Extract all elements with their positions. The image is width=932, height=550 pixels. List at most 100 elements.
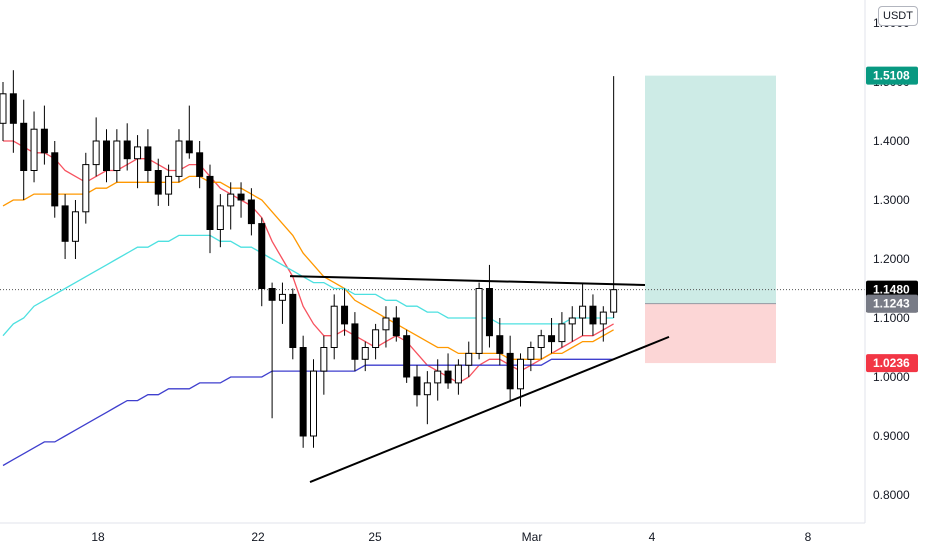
price-tag: 1.5108 bbox=[866, 66, 918, 85]
price-tag-label: 1.0236 bbox=[873, 356, 910, 370]
candle bbox=[61, 194, 69, 259]
candle bbox=[237, 182, 245, 218]
x-tick-label: 18 bbox=[91, 530, 105, 544]
candle-body bbox=[196, 152, 204, 177]
candle-body bbox=[599, 311, 607, 325]
candle bbox=[196, 141, 204, 189]
candle-body bbox=[185, 140, 193, 154]
candle bbox=[216, 194, 224, 248]
candle-body bbox=[475, 288, 483, 354]
x-axis-ticks: 18 22 25 Mar 4 8 bbox=[91, 530, 811, 544]
y-tick-label: 1.1000 bbox=[873, 311, 910, 325]
candle-body bbox=[123, 140, 131, 160]
candle-body bbox=[30, 128, 38, 171]
candle-body bbox=[537, 335, 545, 349]
y-tick-label: 0.9000 bbox=[873, 429, 910, 443]
candle-body bbox=[237, 193, 245, 201]
candle bbox=[568, 306, 576, 342]
candle-body bbox=[103, 140, 110, 171]
candle bbox=[206, 164, 214, 254]
candle bbox=[434, 359, 442, 401]
candle-body bbox=[20, 122, 28, 172]
candle-body bbox=[216, 205, 224, 230]
y-tick-label: 1.0000 bbox=[873, 370, 910, 384]
x-tick-label: 22 bbox=[251, 530, 265, 544]
candle-body bbox=[351, 323, 359, 360]
candle-body bbox=[144, 146, 152, 171]
candle-body bbox=[403, 335, 411, 378]
candle-body bbox=[330, 305, 338, 349]
candle bbox=[506, 335, 514, 401]
candle-body bbox=[527, 347, 535, 360]
candle bbox=[351, 312, 359, 372]
candle-body bbox=[92, 140, 100, 166]
candle bbox=[330, 294, 338, 360]
long-position-tool[interactable] bbox=[0, 75, 865, 364]
y-tick-label: 0.8000 bbox=[873, 488, 910, 502]
price-tag-label: 1.5108 bbox=[873, 69, 910, 83]
y-axis-ticks: 0.8000 0.9000 1.0000 1.1000 1.2000 1.3000 1.40… bbox=[873, 16, 910, 502]
candle-body bbox=[289, 293, 297, 348]
candle-body bbox=[71, 211, 79, 242]
candle bbox=[175, 129, 183, 183]
price-tag-bg bbox=[866, 294, 918, 313]
trendline-drawings[interactable] bbox=[289, 275, 670, 483]
candle bbox=[341, 288, 349, 336]
candle-body bbox=[413, 376, 421, 396]
candle bbox=[103, 129, 110, 183]
x-tick-label: Mar bbox=[522, 530, 543, 544]
candle bbox=[20, 99, 28, 200]
candle-body bbox=[175, 140, 183, 177]
candle bbox=[40, 105, 48, 165]
candle bbox=[30, 111, 38, 183]
candle-body bbox=[154, 170, 162, 195]
candle-body bbox=[40, 128, 48, 154]
candle-body bbox=[258, 223, 266, 290]
candle bbox=[475, 282, 483, 360]
candle bbox=[589, 294, 597, 336]
candle bbox=[454, 359, 462, 395]
candle bbox=[599, 306, 607, 342]
x-tick-label: 4 bbox=[649, 530, 656, 544]
price-tag: 1.1243 bbox=[866, 294, 918, 313]
candle-body bbox=[310, 370, 317, 437]
candle-body bbox=[579, 305, 587, 319]
candle bbox=[71, 200, 79, 259]
candle-body bbox=[372, 329, 380, 348]
candle-body bbox=[434, 370, 442, 384]
candle bbox=[527, 341, 535, 372]
candle bbox=[579, 282, 587, 336]
candle bbox=[268, 282, 276, 419]
candlesticks bbox=[0, 70, 618, 448]
candle bbox=[423, 371, 431, 425]
axes bbox=[0, 0, 866, 524]
candle-body bbox=[61, 205, 69, 242]
candle bbox=[372, 323, 380, 360]
candle-body bbox=[113, 140, 121, 171]
candle bbox=[0, 82, 7, 141]
candle-body bbox=[485, 288, 493, 337]
candle-body bbox=[278, 293, 286, 301]
candle bbox=[82, 152, 90, 224]
candle bbox=[51, 141, 59, 218]
candle bbox=[185, 105, 193, 159]
candle-body bbox=[341, 305, 349, 325]
candle-body bbox=[506, 352, 514, 390]
candle bbox=[278, 282, 286, 324]
candle bbox=[413, 365, 421, 407]
currency-badge[interactable]: USDT bbox=[878, 6, 918, 26]
resistance-trendline bbox=[289, 275, 646, 286]
candle bbox=[485, 264, 493, 348]
candle bbox=[113, 129, 121, 183]
price-tag-bg bbox=[866, 66, 918, 85]
target-zone bbox=[645, 75, 776, 304]
x-tick-label: 8 bbox=[805, 530, 812, 544]
candle-body bbox=[548, 335, 556, 343]
y-tick-label: 1.3000 bbox=[873, 193, 910, 207]
moving-average-line bbox=[2, 234, 614, 337]
candle bbox=[392, 306, 400, 342]
candle-body bbox=[444, 370, 452, 384]
candle bbox=[320, 335, 328, 395]
candle-body bbox=[299, 347, 307, 437]
